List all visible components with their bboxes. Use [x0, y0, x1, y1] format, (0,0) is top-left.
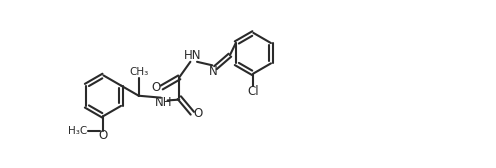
Text: N: N [209, 65, 217, 78]
Text: O: O [152, 81, 161, 94]
Text: NH: NH [155, 96, 173, 109]
Text: Cl: Cl [248, 85, 259, 98]
Text: HN: HN [185, 49, 202, 62]
Text: H₃C: H₃C [68, 126, 88, 136]
Text: O: O [193, 107, 202, 120]
Text: CH₃: CH₃ [129, 67, 148, 77]
Text: O: O [99, 130, 108, 142]
